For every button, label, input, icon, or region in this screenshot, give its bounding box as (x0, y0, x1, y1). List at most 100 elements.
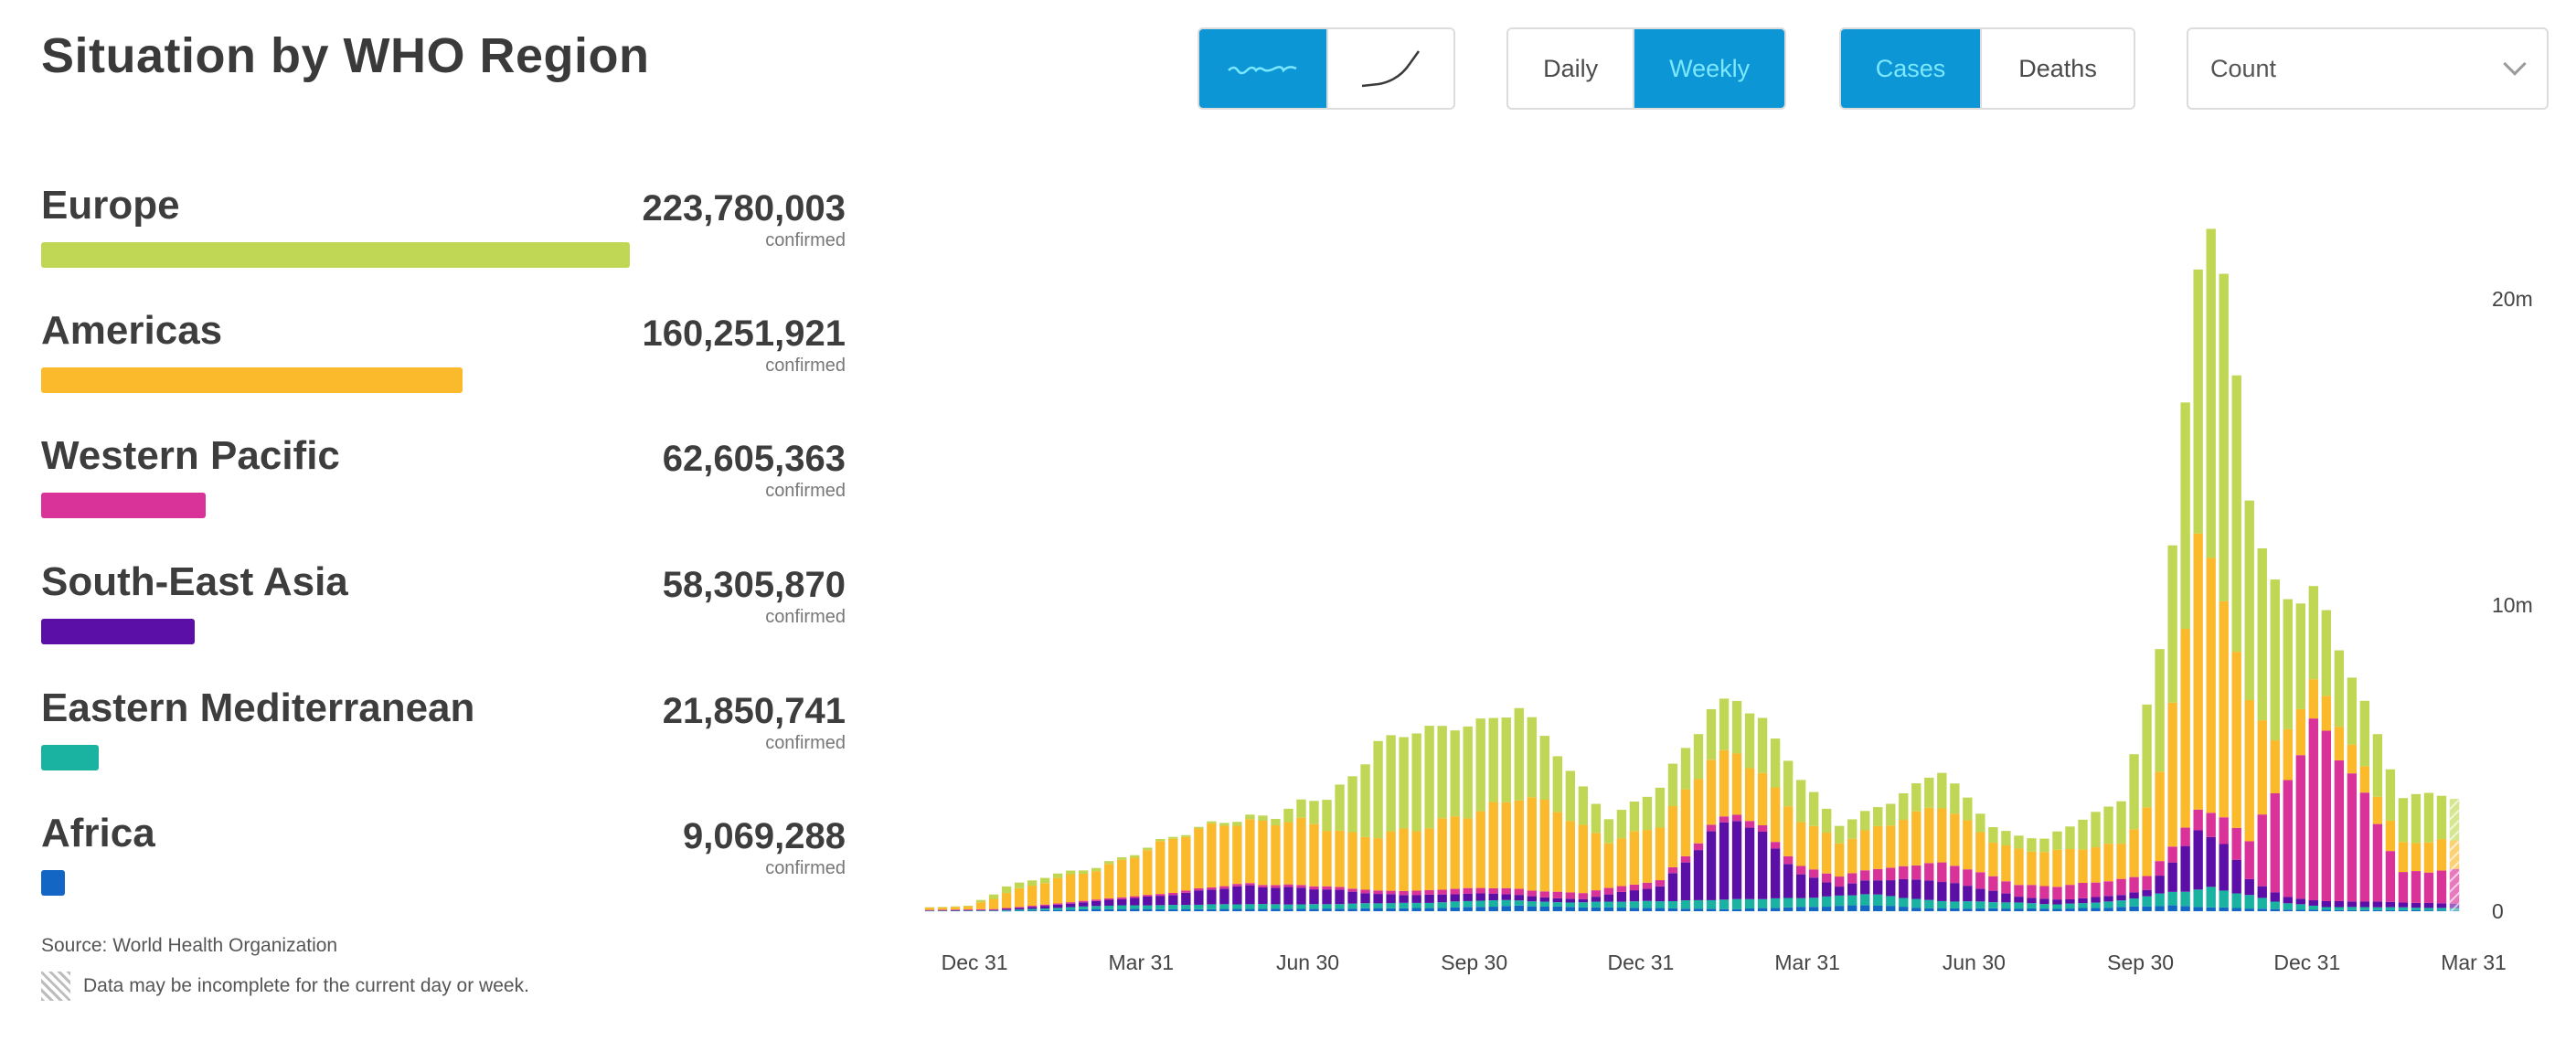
bar-segment-africa[interactable] (2244, 908, 2254, 911)
bar-segment-south-east-asia[interactable] (2385, 901, 2396, 908)
bar-segment-americas[interactable] (1001, 893, 1012, 908)
bar-segment-south-east-asia[interactable] (1437, 894, 1447, 903)
bar-segment-south-east-asia[interactable] (1808, 877, 1819, 898)
bar-segment-western-pacific[interactable] (2257, 814, 2267, 887)
bar-segment-eastern-mediterranean[interactable] (1539, 901, 1549, 908)
bar-segment-africa[interactable] (1667, 908, 1678, 911)
bar-segment-europe[interactable] (2116, 801, 2126, 844)
bar-segment-africa[interactable] (2039, 908, 2049, 911)
bar-segment-americas[interactable] (1283, 822, 1293, 885)
bar-segment-africa[interactable] (2411, 909, 2422, 911)
bar-segment-europe[interactable] (1296, 799, 1306, 818)
bar-segment-south-east-asia[interactable] (1795, 874, 1806, 898)
bar-segment-south-east-asia[interactable] (1271, 887, 1281, 905)
bar-segment-africa[interactable] (2027, 908, 2037, 911)
bar-segment-americas[interactable] (1463, 818, 1473, 888)
bar-segment-africa[interactable] (1039, 909, 1050, 911)
bar-segment-europe[interactable] (1603, 819, 1614, 844)
bar-segment-eastern-mediterranean[interactable] (1130, 905, 1140, 909)
bar-segment-eastern-mediterranean[interactable] (1731, 898, 1742, 909)
bar-segment-africa[interactable] (1207, 908, 1217, 911)
bar-segment-africa[interactable] (1899, 907, 1909, 911)
bar-segment-africa[interactable] (1360, 908, 1370, 911)
bar-segment-south-east-asia[interactable] (2231, 859, 2241, 894)
bar-segment-south-east-asia[interactable] (2308, 900, 2318, 906)
bar-segment-europe[interactable] (2091, 812, 2101, 848)
bar-segment-europe[interactable] (1155, 838, 1166, 842)
bar-segment-americas[interactable] (2436, 839, 2447, 871)
bar-segment-europe[interactable] (950, 906, 961, 908)
bar-segment-americas[interactable] (1950, 813, 1960, 866)
bar-segment-africa[interactable] (1821, 907, 1832, 911)
bar-segment-africa[interactable] (2372, 909, 2383, 911)
bar-segment-western-pacific[interactable] (1130, 896, 1140, 898)
bar-segment-western-pacific[interactable] (2219, 817, 2229, 844)
bar-segment-south-east-asia[interactable] (975, 909, 986, 911)
bar-segment-eastern-mediterranean[interactable] (1347, 903, 1357, 909)
bar-segment-south-east-asia[interactable] (1860, 880, 1870, 895)
bar-segment-western-pacific[interactable] (2347, 773, 2358, 902)
bar-segment-europe[interactable] (2347, 677, 2358, 745)
bar-segment-south-east-asia[interactable] (1373, 894, 1383, 904)
bar-segment-africa[interactable] (1117, 908, 1127, 911)
bar-segment-eastern-mediterranean[interactable] (2027, 903, 2037, 908)
bar-segment-eastern-mediterranean[interactable] (2436, 908, 2447, 911)
bar-segment-western-pacific[interactable] (2308, 718, 2318, 901)
bar-segment-south-east-asia[interactable] (1911, 879, 1921, 899)
bar-segment-south-east-asia[interactable] (1245, 885, 1255, 905)
bar-segment-europe[interactable] (1143, 847, 1153, 851)
bar-segment-western-pacific[interactable] (2078, 883, 2088, 898)
bar-segment-africa[interactable] (2193, 907, 2203, 911)
bar-segment-africa[interactable] (1539, 907, 1549, 911)
bar-segment-europe[interactable] (1039, 877, 1050, 884)
bar-segment-south-east-asia[interactable] (1181, 892, 1191, 906)
bar-segment-south-east-asia[interactable] (1143, 897, 1153, 906)
bar-segment-eastern-mediterranean[interactable] (2283, 903, 2293, 910)
bar-segment-south-east-asia[interactable] (1296, 887, 1306, 905)
bar-segment-eastern-mediterranean[interactable] (1667, 901, 1678, 908)
bar-segment-eastern-mediterranean[interactable] (1194, 904, 1204, 909)
bar-segment-eastern-mediterranean[interactable] (1207, 904, 1217, 909)
bar-segment-americas[interactable] (2065, 849, 2075, 886)
bar-segment-south-east-asia[interactable] (1155, 896, 1166, 906)
bar-segment-americas[interactable] (1091, 871, 1102, 900)
bar-segment-western-pacific[interactable] (1207, 887, 1217, 890)
bar-segment-eastern-mediterranean[interactable] (963, 910, 974, 911)
bar-segment-south-east-asia[interactable] (1501, 894, 1511, 900)
bar-segment-western-pacific[interactable] (1117, 897, 1127, 899)
bar-segment-eastern-mediterranean[interactable] (1488, 900, 1498, 908)
bar-segment-western-pacific[interactable] (1950, 866, 1960, 884)
bar-segment-eastern-mediterranean[interactable] (1616, 901, 1627, 908)
bar-segment-europe[interactable] (2193, 269, 2203, 534)
bar-segment-western-pacific[interactable] (2065, 885, 2075, 899)
bar-segment-western-pacific[interactable] (2116, 878, 2126, 896)
bar-segment-africa[interactable] (2347, 909, 2358, 911)
bar-segment-americas[interactable] (1245, 819, 1255, 884)
bar-segment-europe[interactable] (1130, 855, 1140, 858)
bar-segment-africa[interactable] (1911, 908, 1921, 911)
bar-segment-americas[interactable] (1886, 825, 1896, 868)
bar-segment-eastern-mediterranean[interactable] (2078, 903, 2088, 908)
bar-segment-western-pacific[interactable] (1360, 889, 1370, 894)
bar-segment-south-east-asia[interactable] (963, 909, 974, 911)
bar-segment-western-pacific[interactable] (2103, 881, 2113, 897)
bar-segment-europe[interactable] (2283, 599, 2293, 729)
bar-segment-south-east-asia[interactable] (2219, 844, 2229, 891)
bar-segment-western-pacific[interactable] (2244, 841, 2254, 879)
bar-segment-western-pacific[interactable] (1245, 883, 1255, 886)
bar-segment-south-east-asia[interactable] (2155, 876, 2165, 894)
bar-segment-europe[interactable] (1232, 822, 1242, 826)
weekly-button[interactable]: Weekly (1633, 29, 1784, 108)
bar-segment-eastern-mediterranean[interactable] (1552, 902, 1563, 907)
bar-segment-eastern-mediterranean[interactable] (1283, 904, 1293, 909)
bar-segment-americas[interactable] (1975, 832, 1985, 873)
bar-segment-europe[interactable] (2167, 545, 2177, 703)
bar-segment-eastern-mediterranean[interactable] (1835, 895, 1845, 907)
bar-segment-europe[interactable] (1271, 819, 1281, 826)
bar-segment-south-east-asia[interactable] (1052, 904, 1063, 908)
bar-segment-south-east-asia[interactable] (2167, 862, 2177, 892)
daily-button[interactable]: Daily (1508, 29, 1634, 108)
scale-select[interactable]: Count (2187, 27, 2549, 110)
bar-segment-africa[interactable] (1399, 908, 1409, 911)
bar-segment-western-pacific[interactable] (2027, 885, 2037, 898)
